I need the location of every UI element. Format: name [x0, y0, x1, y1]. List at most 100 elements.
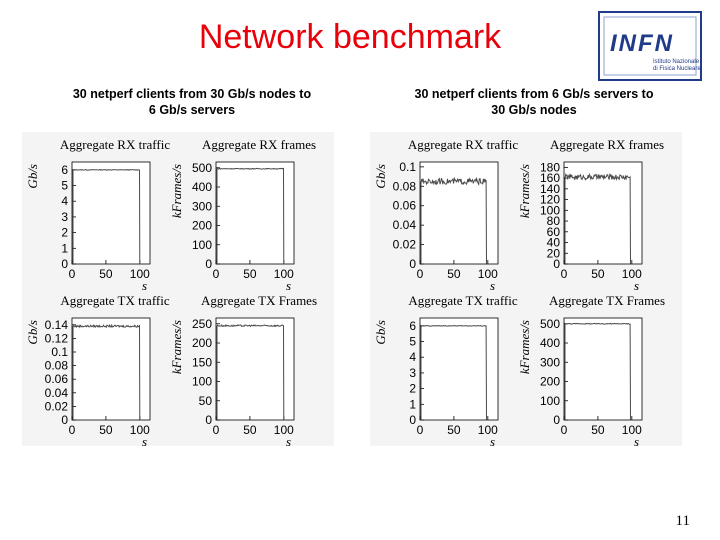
page-number: 11: [675, 513, 690, 529]
y-tick-label: 6: [61, 163, 68, 177]
x-tick-label: 50: [447, 423, 461, 437]
chart-title: Aggregate RX frames: [550, 137, 664, 152]
series-line: [216, 167, 285, 265]
x-tick-label: 100: [274, 267, 294, 281]
x-tick-label: 50: [591, 267, 605, 281]
y-tick-label: 0.06: [45, 372, 69, 386]
y-tick-label: 0.04: [45, 386, 69, 400]
x-tick-label: 100: [478, 423, 498, 437]
x-axis-label: s: [490, 434, 495, 449]
y-tick-label: 140: [540, 182, 560, 196]
chart-2: Aggregate RX frames 0 100 200 300 400 500 0 50 10…: [169, 137, 316, 293]
y-tick-label: 0.02: [45, 399, 69, 413]
x-tick-label: 0: [417, 423, 424, 437]
y-tick-label: 400: [192, 180, 212, 194]
chart-title: Aggregate TX Frames: [549, 293, 665, 308]
chart-title: Aggregate RX traffic: [408, 137, 518, 152]
x-tick-label: 0: [69, 423, 76, 437]
y-tick-label: 0.06: [393, 199, 417, 213]
y-tick-label: 200: [540, 375, 560, 389]
y-tick-label: 0: [205, 413, 212, 427]
y-axis-label: Gb/s: [25, 320, 40, 345]
y-axis-label: kFrames/s: [517, 320, 532, 374]
series-line: [420, 324, 487, 421]
y-tick-label: 2: [61, 226, 68, 240]
plot-frame: [71, 161, 151, 265]
chart-8: Aggregate TX Frames 0 100 200 300 400 500 0 50 10…: [517, 293, 665, 449]
y-tick-label: 400: [540, 336, 560, 350]
y-tick-label: 250: [192, 317, 212, 331]
chart-3: Aggregate TX traffic00.020.040.060.080.1…: [25, 293, 170, 449]
y-tick-label: 100: [540, 203, 560, 217]
y-tick-label: 20: [547, 246, 561, 260]
y-axis-label: Gb/s: [373, 320, 388, 345]
y-tick-label: 0.14: [45, 318, 69, 332]
y-tick-label: 0: [553, 413, 560, 427]
y-tick-label: 300: [540, 355, 560, 369]
y-tick-label: 100: [540, 394, 560, 408]
y-tick-label: 0: [61, 413, 68, 427]
y-tick-label: 0: [409, 257, 416, 271]
y-tick-label: 180: [540, 160, 560, 174]
chart-title: Aggregate TX Frames: [201, 293, 317, 308]
y-axis-label: Gb/s: [373, 164, 388, 189]
x-tick-label: 100: [622, 267, 642, 281]
x-axis-label: s: [286, 278, 291, 293]
right-caption: 30 netperf clients from 6 Gb/s servers t…: [414, 87, 654, 117]
y-tick-label: 80: [547, 214, 561, 228]
x-axis-label: s: [634, 278, 639, 293]
y-tick-label: 40: [547, 236, 561, 250]
chart-4: Aggregate TX Frames 0 50 100 150 200 250 0 50 100…: [169, 293, 317, 449]
y-tick-label: 100: [192, 238, 212, 252]
series-line: [564, 172, 631, 265]
y-tick-label: 3: [409, 366, 416, 380]
series-line: [72, 323, 141, 421]
chart-6: Aggregate RX frames020406080100120140160…: [517, 137, 664, 293]
chart-title: Aggregate RX frames: [202, 137, 316, 152]
y-axis-label: kFrames/s: [517, 164, 532, 218]
y-tick-label: 0.1: [399, 160, 416, 174]
y-tick-label: 0.1: [51, 345, 68, 359]
y-tick-label: 50: [199, 394, 213, 408]
x-axis-label: s: [142, 278, 147, 293]
x-axis-label: s: [142, 434, 147, 449]
plot-frame: [71, 317, 151, 421]
y-tick-label: 1: [409, 397, 416, 411]
logo-subtext-2: di Fisica Nucleare: [653, 66, 701, 72]
y-tick-label: 0.08: [393, 179, 417, 193]
x-tick-label: 0: [561, 267, 568, 281]
y-tick-label: 4: [61, 194, 68, 208]
y-tick-label: 300: [192, 199, 212, 213]
plot-frame: [419, 317, 499, 421]
y-axis-label: kFrames/s: [169, 164, 184, 218]
y-tick-label: 3: [61, 210, 68, 224]
x-tick-label: 0: [417, 267, 424, 281]
x-tick-label: 50: [99, 267, 113, 281]
y-tick-label: 1: [61, 241, 68, 255]
x-tick-label: 0: [69, 267, 76, 281]
y-tick-label: 120: [540, 193, 560, 207]
y-tick-label: 160: [540, 171, 560, 185]
y-tick-label: 5: [409, 335, 416, 349]
x-tick-label: 50: [99, 423, 113, 437]
x-tick-label: 0: [561, 423, 568, 437]
x-tick-label: 100: [622, 423, 642, 437]
x-axis-label: s: [490, 278, 495, 293]
y-tick-label: 60: [547, 225, 561, 239]
y-tick-label: 0.04: [393, 218, 417, 232]
x-tick-label: 50: [447, 267, 461, 281]
slide-title: Network benchmark: [198, 18, 502, 56]
series-line: [72, 168, 141, 265]
infn-logo: INFN Istituto Nazionale di Fisica Nuclea…: [598, 11, 702, 81]
x-axis-label: s: [634, 434, 639, 449]
left-caption: 30 netperf clients from 30 Gb/s nodes to…: [72, 87, 312, 117]
chart-5: Aggregate RX traffic 0 0.02 0.04 0.06 0.08 0.1…: [373, 137, 518, 293]
x-tick-label: 0: [213, 267, 220, 281]
chart-title: Aggregate TX traffic: [408, 293, 517, 308]
plot-frame: [563, 317, 643, 421]
plot-frame: [215, 317, 295, 421]
series-line: [216, 323, 285, 421]
y-tick-label: 0: [205, 257, 212, 271]
series-line: [564, 322, 631, 421]
